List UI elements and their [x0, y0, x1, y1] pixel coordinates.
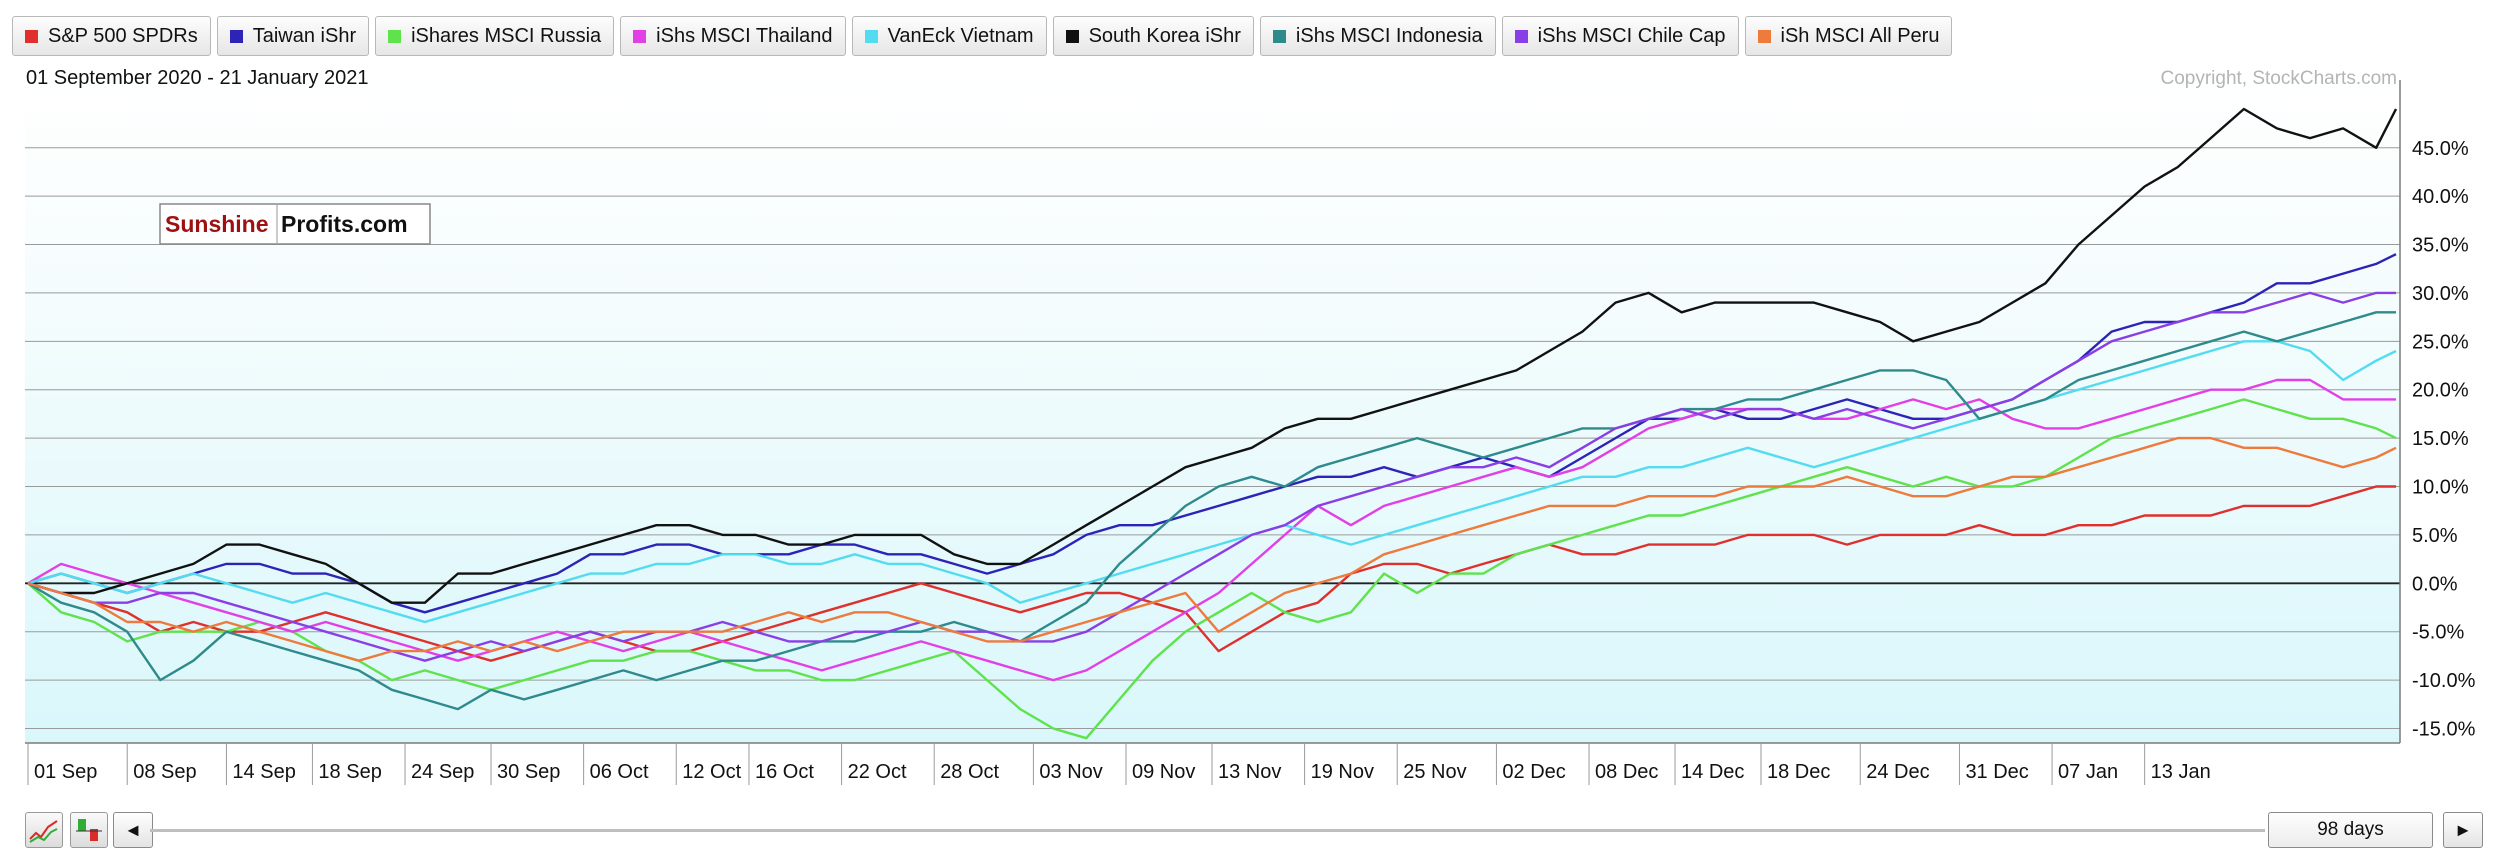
y-tick-label: 20.0%	[2412, 380, 2469, 402]
scroll-left-button[interactable]: ◄	[113, 812, 153, 848]
y-tick-label: 25.0%	[2412, 331, 2469, 353]
date-range: 01 September 2020 - 21 January 2021	[26, 67, 368, 89]
days-range-handle[interactable]: 98 days	[2268, 812, 2433, 848]
legend-label: iSh MSCI All Peru	[1780, 24, 1940, 47]
x-tick-label: 19 Nov	[1311, 761, 1374, 783]
legend-item[interactable]: iShares MSCI Russia	[375, 16, 615, 56]
legend-label: iShs MSCI Thailand	[656, 24, 833, 47]
x-tick-label: 14 Sep	[232, 761, 295, 783]
x-tick-label: 24 Dec	[1866, 761, 1929, 783]
sunshine-profits-logo: Sunshine Profits.com	[159, 203, 431, 245]
line-chart-type-button[interactable]	[25, 812, 63, 848]
gridlines	[25, 147, 2400, 729]
legend-item[interactable]: S&P 500 SPDRs	[12, 16, 211, 56]
bottom-toolbar: ◄ 98 days ►	[0, 800, 2500, 860]
legend-swatch	[1757, 29, 1771, 43]
x-tick-label: 03 Nov	[1039, 761, 1102, 783]
y-tick-label: -5.0%	[2412, 622, 2464, 644]
x-tick-label: 09 Nov	[1132, 761, 1195, 783]
series-line-ish-msci-all-peru	[27, 436, 2397, 662]
y-tick-label: 15.0%	[2412, 428, 2469, 450]
legend-label: Taiwan iShr	[252, 24, 357, 47]
x-tick-label: 13 Nov	[1218, 761, 1281, 783]
x-tick-label: 14 Dec	[1681, 761, 1744, 783]
series-lines	[27, 107, 2398, 740]
legend-label: iShs MSCI Chile Cap	[1537, 24, 1726, 47]
legend-item[interactable]: iShs MSCI Thailand	[620, 16, 846, 56]
legend-swatch	[1065, 29, 1079, 43]
x-tick-label: 13 Jan	[2151, 761, 2211, 783]
x-axis: 01 Sep 08 Sep 14 Sep 18 Sep 24 Sep 30 Sep 06 O…	[27, 743, 2211, 785]
x-tick-label: 30 Sep	[497, 761, 560, 783]
performance-chart-type-button[interactable]	[70, 812, 108, 848]
legend-label: iShs MSCI Indonesia	[1295, 24, 1483, 47]
x-tick-label: 16 Oct	[755, 761, 814, 783]
copyright: Copyright, StockCharts.com	[2160, 68, 2397, 89]
y-tick-label: -15.0%	[2412, 718, 2476, 740]
legend-swatch	[229, 29, 243, 43]
legend-swatch	[1514, 29, 1528, 43]
x-tick-label: 25 Nov	[1403, 761, 1466, 783]
logo-sunshine: Sunshine	[165, 211, 269, 237]
legend-label: iShares MSCI Russia	[411, 24, 602, 47]
scroll-right-button[interactable]: ►	[2443, 812, 2483, 848]
legend-swatch	[388, 29, 402, 43]
x-tick-label: 22 Oct	[848, 761, 907, 783]
y-tick-label: 0.0%	[2412, 573, 2458, 595]
legend-item[interactable]: iShs MSCI Chile Cap	[1501, 16, 1739, 56]
line-chart-icon	[29, 820, 58, 843]
x-tick-label: 07 Jan	[2058, 761, 2118, 783]
legend-item[interactable]: iSh MSCI All Peru	[1744, 16, 1953, 56]
bar-chart-icon	[76, 819, 102, 841]
legend-swatch	[864, 29, 878, 43]
y-tick-label: 40.0%	[2412, 186, 2469, 208]
series-line-s-p-500-spdrs	[27, 485, 2396, 662]
legend-label: South Korea iShr	[1088, 24, 1241, 47]
legend-item[interactable]: VanEck Vietnam	[851, 16, 1047, 56]
legend-swatch	[25, 29, 38, 43]
y-tick-label: 45.0%	[2412, 138, 2469, 160]
x-tick-label: 06 Oct	[590, 761, 649, 783]
legend-item[interactable]: Taiwan iShr	[216, 16, 370, 56]
y-axis: -15.0% -10.0% -5.0% 0.0% 5.0% 10.0% 15.0% 20.0%…	[2412, 138, 2476, 741]
x-tick-label: 02 Dec	[1502, 761, 1565, 783]
y-tick-label: -10.0%	[2412, 670, 2476, 692]
y-tick-label: 10.0%	[2412, 477, 2469, 499]
logo-profits: Profits.com	[281, 211, 408, 237]
x-tick-label: 31 Dec	[1965, 761, 2028, 783]
y-tick-label: 30.0%	[2412, 283, 2469, 305]
y-tick-label: 5.0%	[2412, 525, 2458, 547]
legend-swatch	[1272, 29, 1286, 43]
legend-label: VanEck Vietnam	[887, 24, 1034, 47]
date-range-scrollbar[interactable]	[150, 829, 2265, 832]
series-line-ishs-msci-chile-cap	[27, 291, 2396, 662]
chart-frame: -15.0% -10.0% -5.0% 0.0% 5.0% 10.0% 15.0% 20.0%…	[25, 67, 2476, 785]
x-tick-label: 18 Sep	[318, 761, 381, 783]
series-line-ishares-msci-russia	[27, 398, 2397, 740]
legend-item[interactable]: South Korea iShr	[1052, 16, 1254, 56]
legend-bar: S&P 500 SPDRs Taiwan iShr iShares MSCI Rus…	[12, 16, 1953, 60]
y-tick-label: 35.0%	[2412, 235, 2469, 257]
x-tick-label: 24 Sep	[411, 761, 474, 783]
legend-item[interactable]: iShs MSCI Indonesia	[1259, 16, 1496, 56]
x-tick-label: 01 Sep	[34, 761, 97, 783]
x-tick-label: 28 Oct	[940, 761, 999, 783]
x-tick-label: 18 Dec	[1767, 761, 1830, 783]
x-tick-label: 08 Dec	[1595, 761, 1658, 783]
legend-swatch	[633, 29, 647, 43]
x-tick-label: 12 Oct	[682, 761, 741, 783]
series-line-south-korea-ishr	[27, 107, 2398, 604]
series-line-ishs-msci-indonesia	[27, 311, 2396, 711]
x-tick-label: 08 Sep	[133, 761, 196, 783]
legend-label: S&P 500 SPDRs	[48, 24, 198, 47]
